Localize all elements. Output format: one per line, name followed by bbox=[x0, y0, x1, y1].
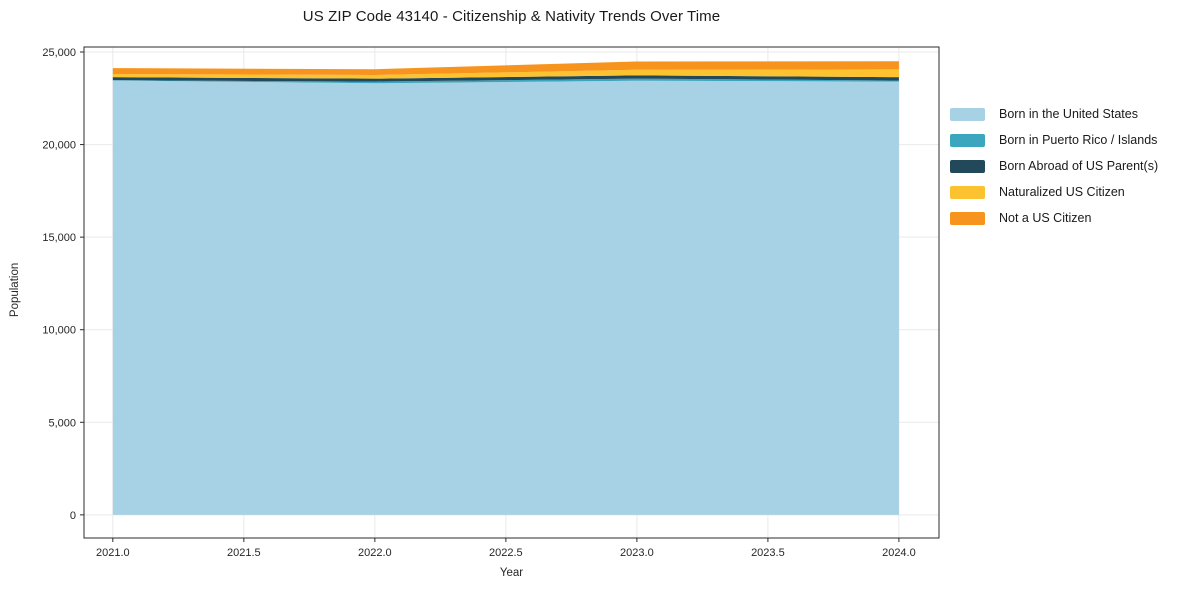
chart-legend: Born in the United States Born in Puerto … bbox=[950, 101, 1158, 231]
x-tick-label: 2021.0 bbox=[96, 547, 130, 559]
legend-item: Not a US Citizen bbox=[950, 205, 1158, 231]
x-tick-label: 2022.5 bbox=[489, 547, 523, 559]
legend-item: Naturalized US Citizen bbox=[950, 179, 1158, 205]
legend-label: Born in the United States bbox=[999, 107, 1138, 121]
legend-item: Born Abroad of US Parent(s) bbox=[950, 153, 1158, 179]
legend-swatch bbox=[950, 185, 985, 199]
x-tick-label: 2022.0 bbox=[358, 547, 392, 559]
legend-label: Naturalized US Citizen bbox=[999, 185, 1125, 199]
legend-label: Born Abroad of US Parent(s) bbox=[999, 159, 1159, 173]
chart-title: US ZIP Code 43140 - Citizenship & Nativi… bbox=[302, 8, 721, 25]
x-tick-label: 2024.0 bbox=[882, 547, 916, 559]
area-series bbox=[112, 61, 899, 75]
area-series bbox=[112, 80, 899, 515]
y-tick-label: 20,000 bbox=[42, 140, 76, 152]
legend-item: Born in the United States bbox=[950, 101, 1158, 127]
legend-swatch bbox=[950, 133, 985, 147]
y-tick-label: 5,000 bbox=[48, 417, 76, 429]
area-series bbox=[112, 78, 899, 84]
legend-item: Born in Puerto Rico / Islands bbox=[950, 127, 1158, 153]
legend-swatch bbox=[950, 107, 985, 121]
y-tick-label: 25,000 bbox=[42, 47, 76, 59]
y-tick-label: 0 bbox=[70, 510, 76, 522]
x-axis-label: Year bbox=[500, 567, 523, 579]
legend-swatch bbox=[950, 211, 985, 225]
x-tick-label: 2021.5 bbox=[227, 547, 261, 559]
x-tick-label: 2023.0 bbox=[620, 547, 654, 559]
legend-label: Not a US Citizen bbox=[999, 211, 1092, 225]
legend-swatch bbox=[950, 159, 985, 173]
y-tick-label: 10,000 bbox=[42, 325, 76, 337]
legend-label: Born in Puerto Rico / Islands bbox=[999, 133, 1158, 147]
x-tick-label: 2023.5 bbox=[751, 547, 785, 559]
area-series bbox=[112, 69, 899, 79]
area-series bbox=[112, 75, 899, 82]
axes-spines bbox=[83, 46, 940, 539]
y-tick-label: 15,000 bbox=[42, 232, 76, 244]
y-axis-label: Population bbox=[9, 263, 21, 317]
